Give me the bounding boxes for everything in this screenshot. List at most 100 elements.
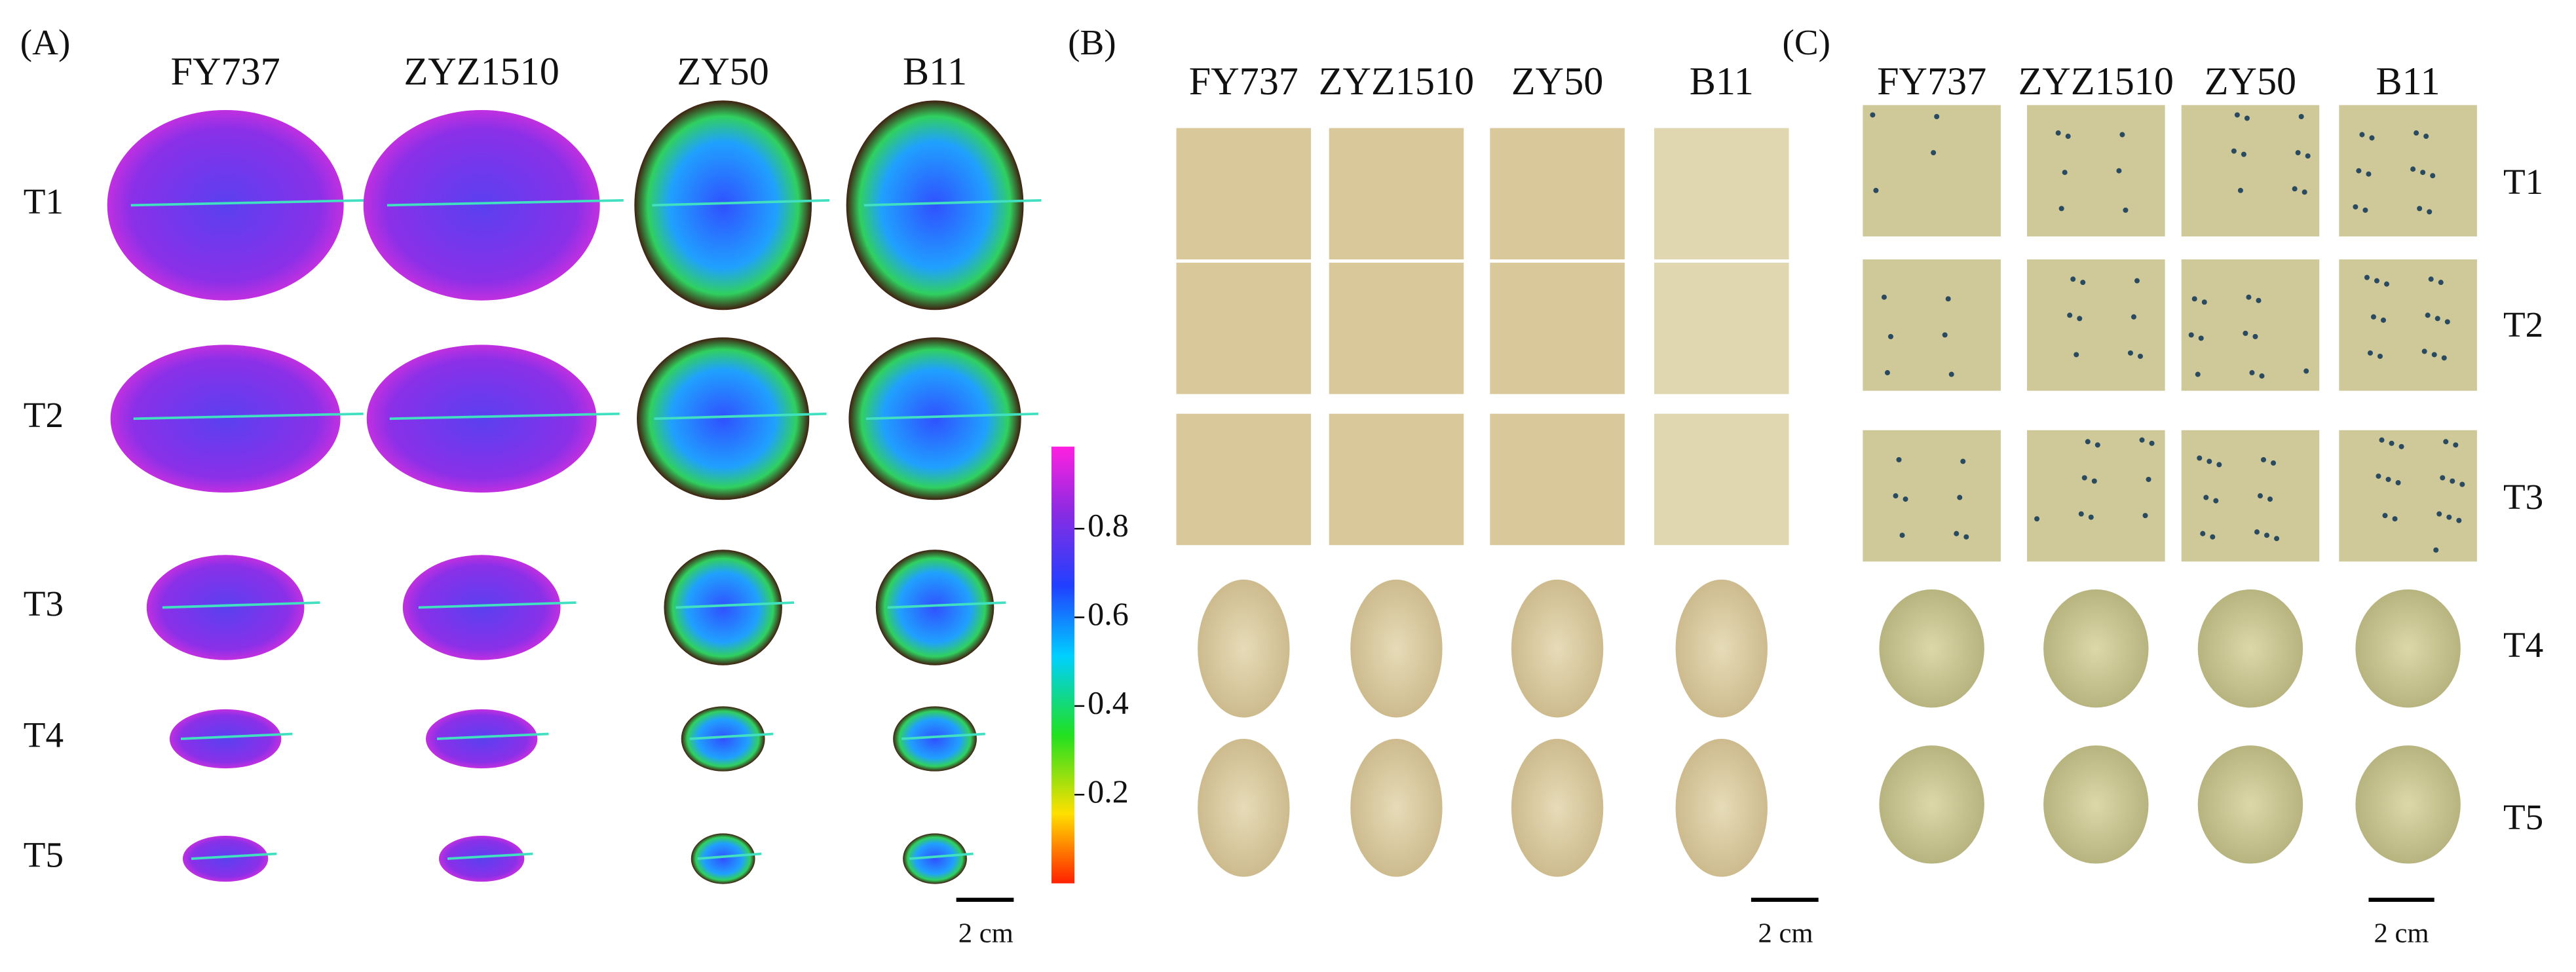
stain-spot bbox=[2420, 170, 2426, 176]
leaf-vein bbox=[387, 198, 624, 207]
leaf-closeup bbox=[2339, 259, 2477, 391]
stain-spot bbox=[1934, 113, 1940, 119]
stain-spot bbox=[2374, 278, 2379, 284]
colorbar-label: 0.6 bbox=[1088, 595, 1129, 632]
stain-spot bbox=[1948, 371, 1954, 377]
stain-spot bbox=[2252, 333, 2258, 339]
stain-spot bbox=[2055, 130, 2061, 136]
stain-spot bbox=[2423, 134, 2429, 140]
stain-spot bbox=[2231, 148, 2237, 154]
stained-leaf bbox=[1511, 579, 1604, 718]
leaf-closeup bbox=[2339, 105, 2477, 236]
stain-spot bbox=[2356, 168, 2362, 174]
leaf-closeup bbox=[2181, 105, 2320, 236]
leaf-vein bbox=[162, 601, 320, 609]
leaf-vein bbox=[697, 852, 762, 860]
leaf-closeup bbox=[1329, 413, 1464, 546]
leaf-image bbox=[664, 550, 782, 665]
leaf-vein bbox=[130, 198, 368, 207]
leaf-closeup bbox=[1176, 413, 1312, 546]
stain-spot bbox=[2434, 316, 2440, 322]
row-label: T2 bbox=[24, 395, 64, 435]
leaf-vein bbox=[389, 412, 620, 421]
leaf-vein bbox=[180, 732, 293, 740]
stain-spot bbox=[2392, 516, 2398, 522]
leaf-image bbox=[366, 345, 597, 493]
stain-spot bbox=[2428, 276, 2434, 282]
stain-spot bbox=[2410, 166, 2416, 172]
stained-leaf bbox=[1350, 579, 1443, 718]
stain-spot bbox=[2254, 529, 2260, 535]
leaf-closeup bbox=[1329, 263, 1464, 394]
stain-spot bbox=[1893, 493, 1899, 499]
leaf-image bbox=[637, 337, 810, 500]
stain-spot bbox=[2234, 112, 2240, 118]
stain-spot bbox=[2149, 440, 2155, 446]
stain-spot bbox=[2380, 317, 2387, 323]
stain-spot bbox=[2362, 207, 2368, 213]
scale-label: 2 cm bbox=[958, 918, 1013, 949]
stain-spot bbox=[2261, 457, 2267, 462]
leaf-image bbox=[425, 709, 538, 769]
leaf-closeup bbox=[1176, 263, 1312, 394]
leaf-closeup bbox=[2181, 259, 2320, 391]
stain-spot bbox=[2430, 173, 2436, 179]
stain-spot bbox=[2065, 134, 2071, 140]
stained-leaf bbox=[1879, 745, 1984, 864]
stain-spot bbox=[2295, 150, 2301, 156]
stain-spot bbox=[2421, 348, 2427, 354]
leaf-image bbox=[681, 706, 765, 772]
leaf-closeup bbox=[2181, 430, 2320, 562]
column-header: B11 bbox=[1690, 60, 1754, 103]
stained-leaf bbox=[2197, 589, 2303, 708]
stained-leaf bbox=[2043, 589, 2149, 708]
stain-spot bbox=[2364, 274, 2370, 280]
leaf-closeup bbox=[1490, 263, 1625, 394]
leaf-vein bbox=[436, 732, 549, 740]
stained-leaf bbox=[2355, 745, 2461, 864]
leaf-closeup bbox=[1863, 259, 2001, 391]
stain-spot bbox=[1960, 458, 1966, 464]
row-label: T4 bbox=[2503, 625, 2543, 665]
stain-spot bbox=[2298, 113, 2304, 119]
leaf-closeup bbox=[1490, 413, 1625, 546]
stain-spot bbox=[2034, 516, 2040, 522]
stain-spot bbox=[2070, 276, 2076, 282]
leaf-vein bbox=[675, 601, 795, 609]
leaf-closeup bbox=[1654, 413, 1789, 546]
leaf-closeup bbox=[2339, 430, 2477, 562]
stain-spot bbox=[1884, 370, 1890, 376]
colorbar-label: 0.4 bbox=[1088, 684, 1129, 720]
stain-spot bbox=[2257, 493, 2263, 499]
panel-label: (B) bbox=[1068, 22, 1116, 62]
stain-spot bbox=[1945, 296, 1951, 302]
stain-spot bbox=[2441, 355, 2447, 361]
stain-spot bbox=[2389, 440, 2395, 446]
stained-leaf bbox=[1350, 739, 1443, 877]
column-header: ZYZ1510 bbox=[1319, 60, 1474, 103]
stain-spot bbox=[1899, 533, 1905, 538]
stain-spot bbox=[2443, 439, 2449, 445]
stain-spot bbox=[2123, 207, 2129, 213]
stain-spot bbox=[2305, 153, 2311, 159]
column-header: ZY50 bbox=[2205, 60, 2296, 103]
stain-spot bbox=[2213, 498, 2219, 504]
leaf-vein bbox=[863, 198, 1042, 207]
row-label: T1 bbox=[2503, 162, 2543, 202]
stain-spot bbox=[2094, 442, 2100, 448]
stain-spot bbox=[2088, 514, 2094, 520]
stain-spot bbox=[2267, 496, 2273, 502]
stain-spot bbox=[2207, 458, 2212, 464]
stain-spot bbox=[2237, 187, 2243, 193]
stain-spot bbox=[2274, 536, 2280, 542]
stain-spot bbox=[2259, 373, 2265, 379]
stain-spot bbox=[1896, 457, 1902, 462]
column-header: ZY50 bbox=[1511, 60, 1603, 103]
stain-spot bbox=[1903, 496, 1908, 502]
stain-spot bbox=[2384, 281, 2390, 287]
leaf-vein bbox=[654, 412, 827, 421]
leaf-image bbox=[107, 109, 344, 301]
stain-spot bbox=[2080, 280, 2086, 286]
